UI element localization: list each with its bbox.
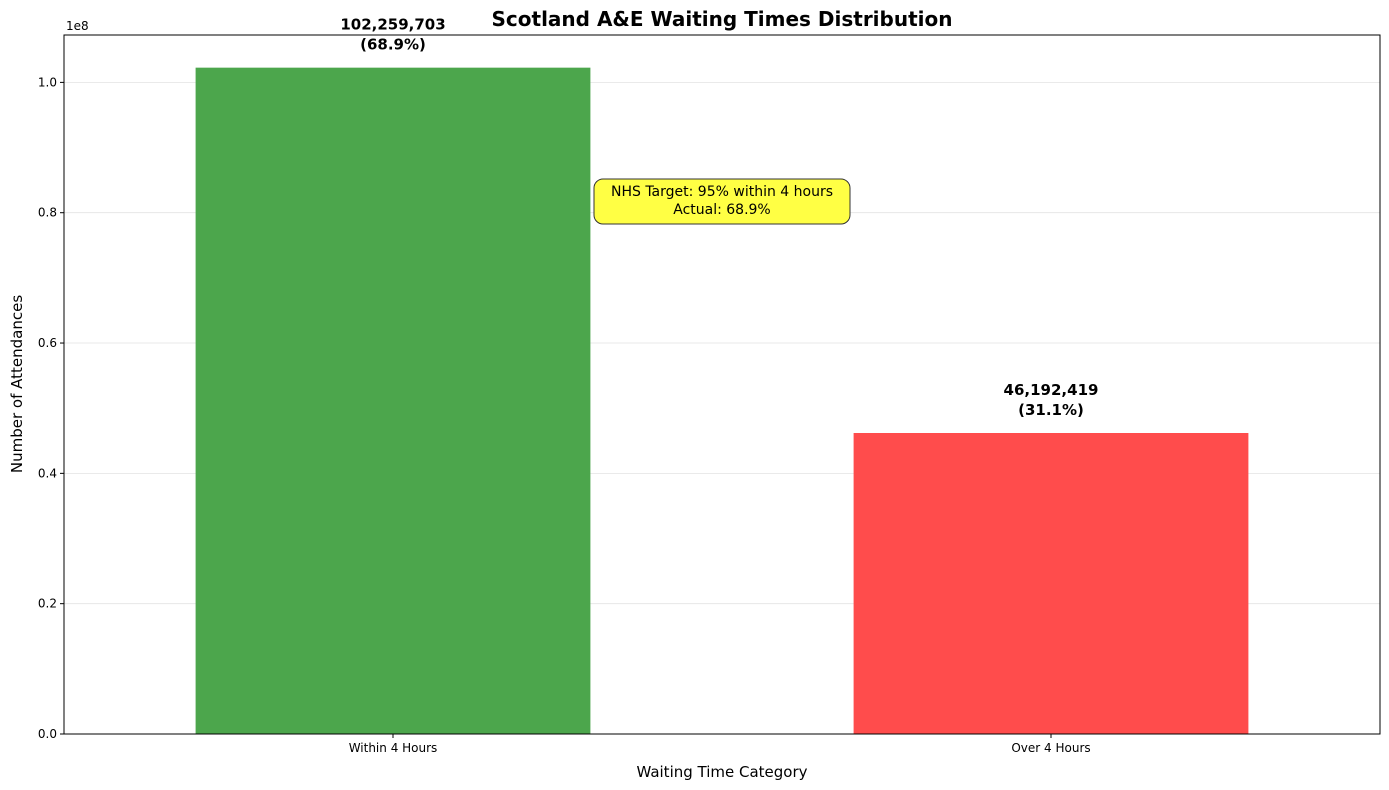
y-axis-ticks: 0.0 0.2 0.4 0.6 0.8 1.0: [38, 75, 64, 741]
bar-value-label: 102,259,703: [340, 16, 445, 34]
annotation-box: [593, 178, 851, 225]
annotation-line-2: Actual: 68.9%: [673, 202, 771, 218]
x-tick-label: Within 4 Hours: [349, 741, 438, 755]
y-axis-offset-label: 1e8: [66, 19, 89, 33]
x-axis-ticks: Within 4 Hours Over 4 Hours: [349, 734, 1091, 755]
chart-title: Scotland A&E Waiting Times Distribution: [492, 7, 953, 31]
y-tick-label: 0.4: [38, 466, 57, 480]
y-axis-label: Number of Attendances: [8, 295, 26, 473]
bar-percent-label: (31.1%): [1018, 401, 1084, 419]
y-tick-label: 0.8: [38, 206, 57, 220]
annotation-line-1: NHS Target: 95% within 4 hours: [611, 184, 833, 200]
x-tick-label: Over 4 Hours: [1011, 741, 1090, 755]
x-axis-label: Waiting Time Category: [636, 763, 807, 781]
y-tick-label: 0.6: [38, 336, 57, 350]
bar-percent-label: (68.9%): [360, 36, 426, 54]
bar: [195, 67, 591, 734]
bar: [853, 433, 1249, 734]
bar-value-labels: 102,259,703 (68.9%) 46,192,419 (31.1%): [340, 16, 1098, 419]
y-tick-label: 1.0: [38, 75, 57, 89]
y-tick-label: 0.2: [38, 597, 57, 611]
bars: [195, 67, 1249, 734]
y-tick-label: 0.0: [38, 727, 57, 741]
nhs-target-annotation: NHS Target: 95% within 4 hours Actual: 6…: [593, 178, 851, 225]
bar-value-label: 46,192,419: [1004, 381, 1099, 399]
plot-frame: [63, 34, 1381, 735]
